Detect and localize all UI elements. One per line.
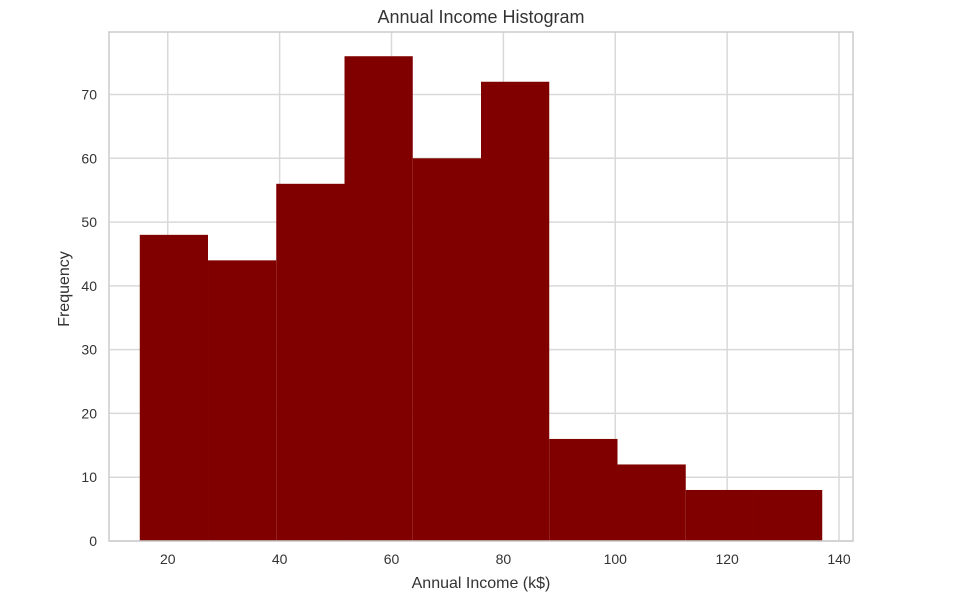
y-tick-label-0: 0 (89, 533, 97, 549)
plot-frame (108, 31, 854, 542)
histogram-bar-5 (412, 158, 481, 542)
y-tick-label-10: 10 (81, 469, 97, 485)
y-tick-label-40: 40 (81, 278, 97, 294)
x-tick-label-120: 120 (715, 551, 739, 567)
x-tick-label-40: 40 (272, 551, 288, 567)
y-tick-labels: 0 10 20 30 40 50 60 70 (81, 87, 97, 549)
histogram-bar-6 (481, 81, 550, 541)
histogram-bar-3 (276, 183, 345, 542)
y-tick-label-70: 70 (81, 87, 97, 103)
x-tick-label-140: 140 (827, 551, 851, 567)
histogram-bar-2 (208, 260, 277, 541)
x-tick-label-20: 20 (160, 551, 176, 567)
x-tick-label-60: 60 (384, 551, 400, 567)
histogram-bar-1 (139, 234, 209, 541)
y-tick-label-60: 60 (81, 150, 97, 166)
histogram-bars (139, 56, 823, 542)
histogram-bar-4 (344, 56, 413, 541)
histogram-bar-8 (617, 464, 686, 541)
histogram-bar-9 (685, 489, 754, 541)
y-tick-label-50: 50 (81, 214, 97, 230)
x-tick-label-100: 100 (604, 551, 628, 567)
chart-title: Annual Income Histogram (377, 7, 584, 27)
x-tick-labels: 20 40 60 80 100 120 140 (160, 551, 851, 567)
y-tick-label-20: 20 (81, 405, 97, 421)
x-tick-label-80: 80 (496, 551, 512, 567)
y-tick-label-30: 30 (81, 342, 97, 358)
x-axis-label: Annual Income (k$) (412, 575, 551, 592)
histogram-bar-10 (753, 489, 823, 541)
y-axis-label: Frequency (56, 251, 73, 327)
histogram-bar-7 (549, 438, 618, 541)
